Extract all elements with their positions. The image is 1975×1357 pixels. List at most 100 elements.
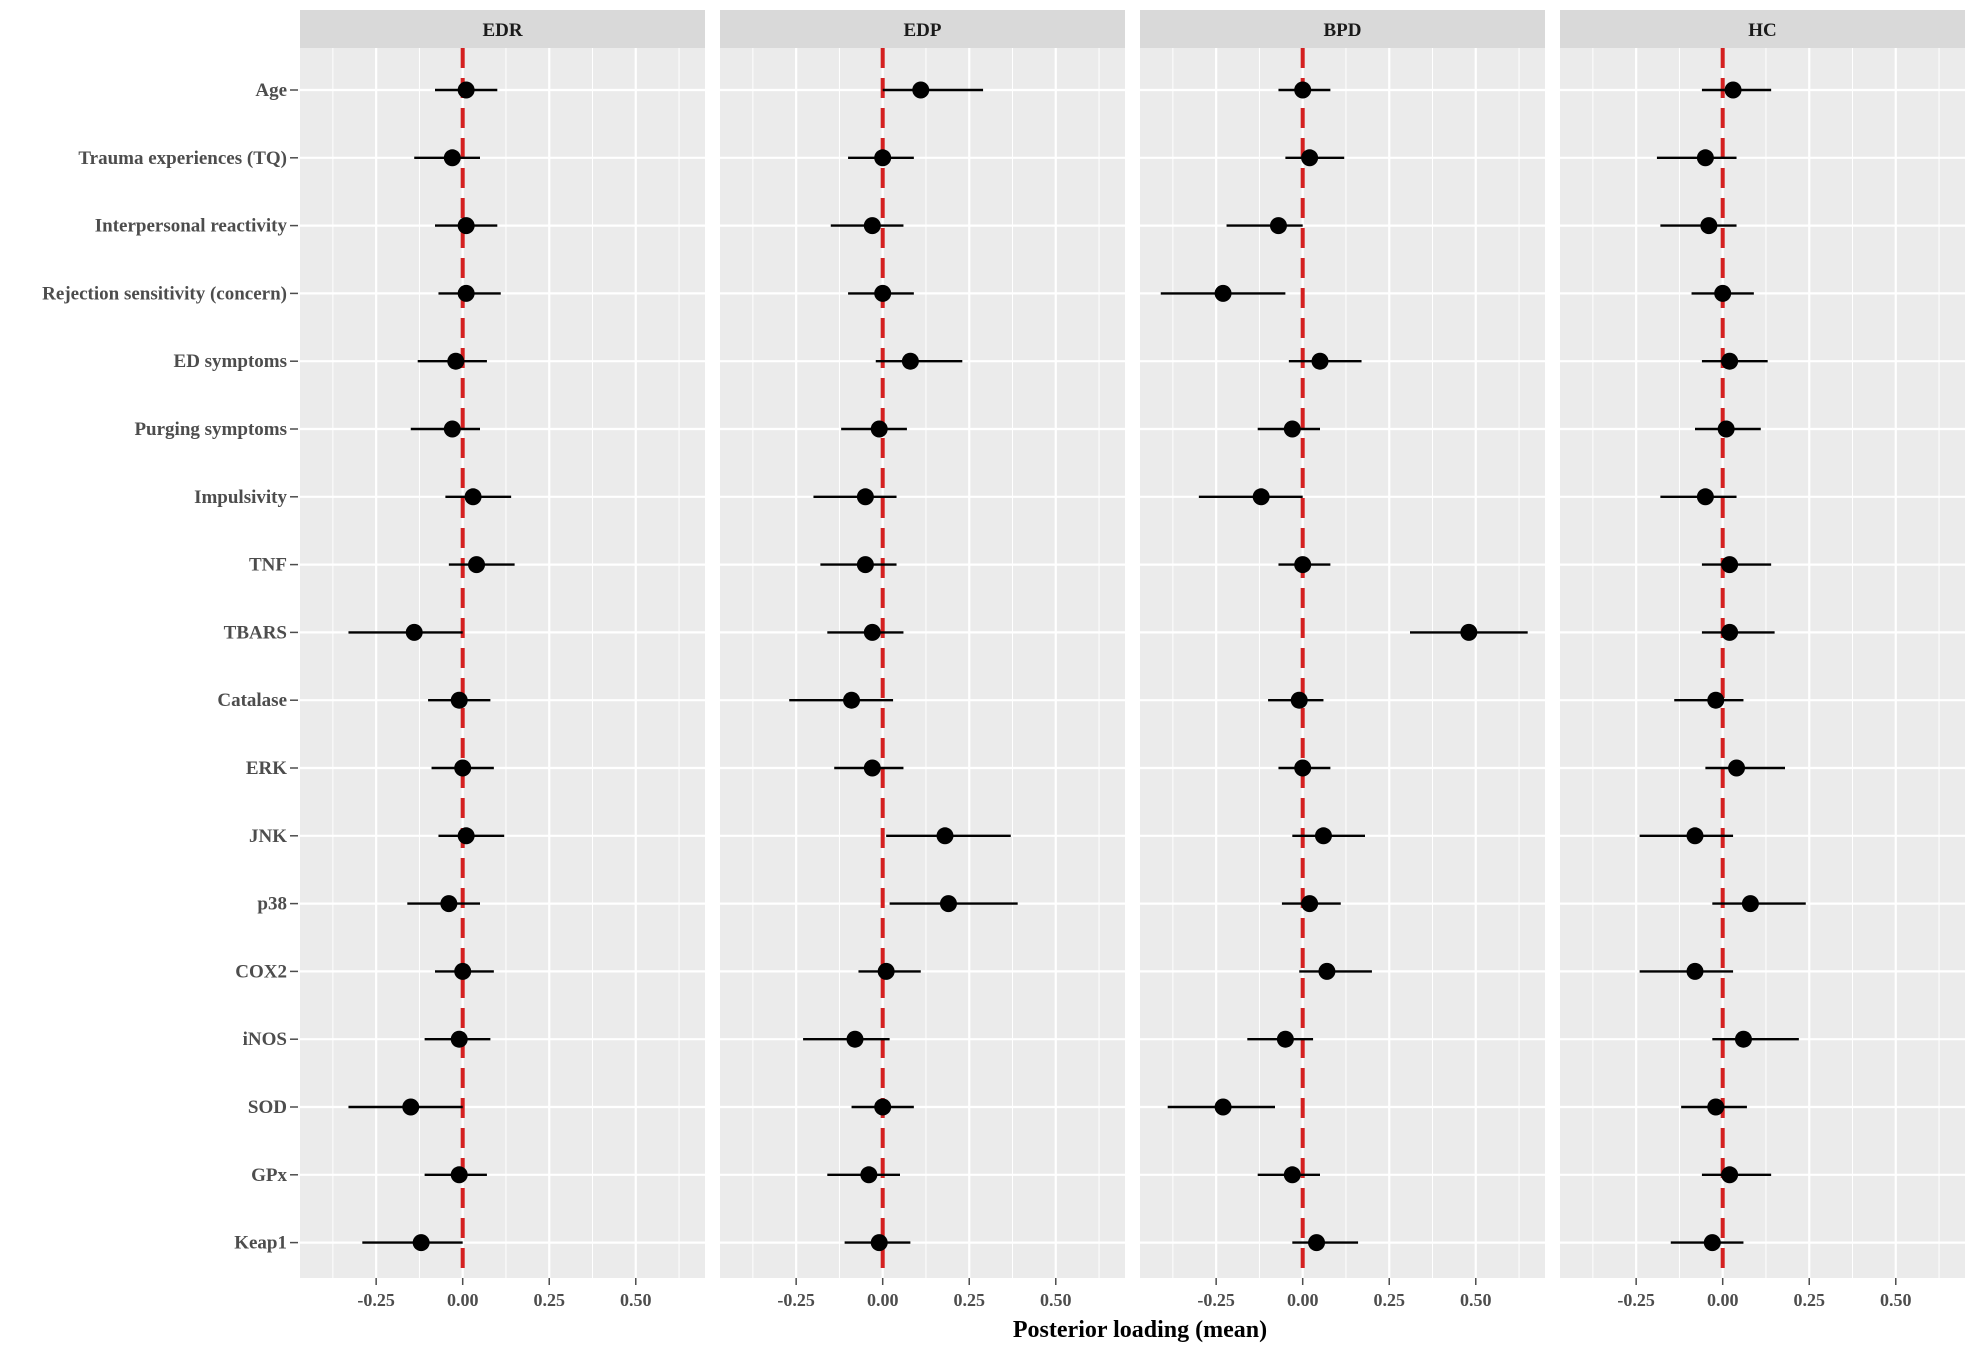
- posterior-mean-point: [863, 623, 881, 641]
- posterior-mean-point: [1721, 556, 1739, 574]
- posterior-mean-point: [447, 352, 465, 370]
- x-tick-label: -0.25: [357, 1290, 395, 1310]
- posterior-mean-point: [468, 556, 486, 574]
- posterior-mean-point: [1707, 1098, 1725, 1116]
- row-label: Trauma experiences (TQ): [78, 148, 287, 169]
- posterior-mean-point: [450, 691, 468, 709]
- posterior-mean-point: [863, 759, 881, 777]
- x-tick-label: 0.25: [1793, 1290, 1825, 1310]
- posterior-mean-point: [1294, 759, 1312, 777]
- x-tick-label: 0.00: [1287, 1290, 1319, 1310]
- posterior-mean-point: [1707, 691, 1725, 709]
- x-tick-label: 0.00: [867, 1290, 899, 1310]
- posterior-mean-point: [457, 81, 475, 99]
- posterior-mean-point: [1252, 488, 1270, 506]
- posterior-mean-point: [939, 895, 957, 913]
- posterior-mean-point: [412, 1234, 430, 1252]
- row-label: Age: [255, 80, 287, 101]
- row-label: TNF: [249, 555, 287, 576]
- row-label: GPx: [251, 1165, 287, 1186]
- panel-strip: [720, 10, 1125, 48]
- posterior-mean-point: [1214, 1098, 1232, 1116]
- posterior-mean-point: [443, 420, 461, 438]
- posterior-mean-point: [443, 149, 461, 167]
- x-tick-label: 0.25: [533, 1290, 565, 1310]
- x-tick-label: 0.50: [620, 1290, 652, 1310]
- posterior-mean-point: [1301, 149, 1319, 167]
- posterior-mean-point: [450, 1166, 468, 1184]
- posterior-mean-point: [1290, 691, 1308, 709]
- posterior-mean-point: [457, 217, 475, 235]
- posterior-mean-point: [1721, 352, 1739, 370]
- x-tick-label: 0.00: [447, 1290, 479, 1310]
- posterior-mean-point: [454, 962, 472, 980]
- posterior-mean-point: [856, 488, 874, 506]
- panel-strip: [1140, 10, 1545, 48]
- posterior-mean-point: [1318, 962, 1336, 980]
- posterior-mean-point: [402, 1098, 420, 1116]
- row-label: iNOS: [243, 1029, 287, 1050]
- row-label: COX2: [235, 961, 287, 982]
- posterior-mean-point: [1314, 827, 1332, 845]
- posterior-mean-point: [870, 420, 888, 438]
- posterior-mean-point: [1283, 420, 1301, 438]
- x-tick-label: 0.50: [1880, 1290, 1912, 1310]
- panel-edr: EDR -0.25 0.00 0.25 0.50: [300, 10, 705, 1310]
- posterior-mean-point: [1214, 284, 1232, 302]
- row-label: Impulsivity: [194, 487, 287, 508]
- row-label: Interpersonal reactivity: [95, 216, 288, 237]
- posterior-mean-point: [1294, 81, 1312, 99]
- x-tick-label: 0.00: [1707, 1290, 1739, 1310]
- panel-strip-label: BPD: [1324, 20, 1362, 41]
- posterior-mean-point: [874, 284, 892, 302]
- posterior-mean-point: [1717, 420, 1735, 438]
- posterior-mean-point: [874, 1098, 892, 1116]
- posterior-mean-point: [1741, 895, 1759, 913]
- posterior-mean-point: [863, 217, 881, 235]
- posterior-mean-point: [1721, 623, 1739, 641]
- posterior-mean-point: [1714, 284, 1732, 302]
- posterior-mean-point: [1728, 759, 1746, 777]
- posterior-mean-point: [464, 488, 482, 506]
- x-tick-label: 0.25: [1373, 1290, 1405, 1310]
- panel-hc: HC -0.25 0.00 0.25 0.50: [1560, 10, 1965, 1310]
- posterior-mean-point: [1696, 488, 1714, 506]
- posterior-mean-point: [1700, 217, 1718, 235]
- posterior-mean-point: [1308, 1234, 1326, 1252]
- row-label: TBARS: [224, 622, 287, 643]
- posterior-mean-point: [860, 1166, 878, 1184]
- posterior-mean-point: [1269, 217, 1287, 235]
- posterior-mean-point: [1301, 895, 1319, 913]
- panels: EDR -0.25 0.00 0.25 0.50 EDP -0.25 0.00 0.25 0.50…: [300, 10, 1965, 1310]
- row-label: Rejection sensitivity (concern): [42, 283, 287, 304]
- posterior-mean-point: [457, 284, 475, 302]
- row-labels: Age Trauma experiences (TQ) Interpersonal …: [42, 80, 298, 1254]
- row-label: Catalase: [217, 690, 287, 711]
- posterior-mean-point: [1311, 352, 1329, 370]
- posterior-mean-point: [936, 827, 954, 845]
- posterior-mean-point: [846, 1030, 864, 1048]
- row-label: p38: [257, 894, 287, 915]
- posterior-mean-point: [1696, 149, 1714, 167]
- panel-strip-label: EDR: [482, 20, 522, 41]
- panel-bpd: BPD -0.25 0.00 0.25 0.50: [1140, 10, 1545, 1310]
- posterior-mean-point: [1703, 1234, 1721, 1252]
- posterior-mean-point: [856, 556, 874, 574]
- posterior-mean-point: [1724, 81, 1742, 99]
- panel-background: [720, 48, 1125, 1278]
- x-tick-label: 0.50: [1460, 1290, 1492, 1310]
- posterior-mean-point: [1686, 827, 1704, 845]
- posterior-mean-point: [450, 1030, 468, 1048]
- panel-edp: EDP -0.25 0.00 0.25 0.50: [720, 10, 1125, 1310]
- posterior-mean-point: [877, 962, 895, 980]
- panel-strip: [300, 10, 705, 48]
- x-tick-label: -0.25: [1617, 1290, 1655, 1310]
- posterior-mean-point: [1734, 1030, 1752, 1048]
- row-label: JNK: [249, 826, 287, 847]
- row-label: SOD: [248, 1097, 287, 1118]
- panel-background: [1140, 48, 1545, 1278]
- row-label: ED symptoms: [174, 351, 287, 372]
- posterior-mean-point: [874, 149, 892, 167]
